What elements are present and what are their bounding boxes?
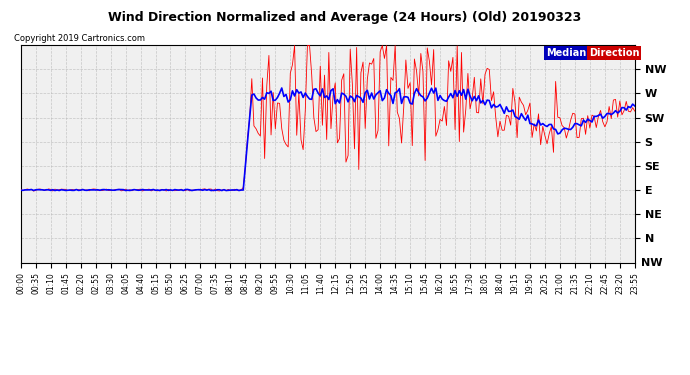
Text: Wind Direction Normalized and Average (24 Hours) (Old) 20190323: Wind Direction Normalized and Average (2… — [108, 11, 582, 24]
Text: Median: Median — [546, 48, 586, 58]
Text: Direction: Direction — [589, 48, 639, 58]
Text: Copyright 2019 Cartronics.com: Copyright 2019 Cartronics.com — [14, 34, 145, 43]
Text: NW: NW — [641, 258, 662, 267]
